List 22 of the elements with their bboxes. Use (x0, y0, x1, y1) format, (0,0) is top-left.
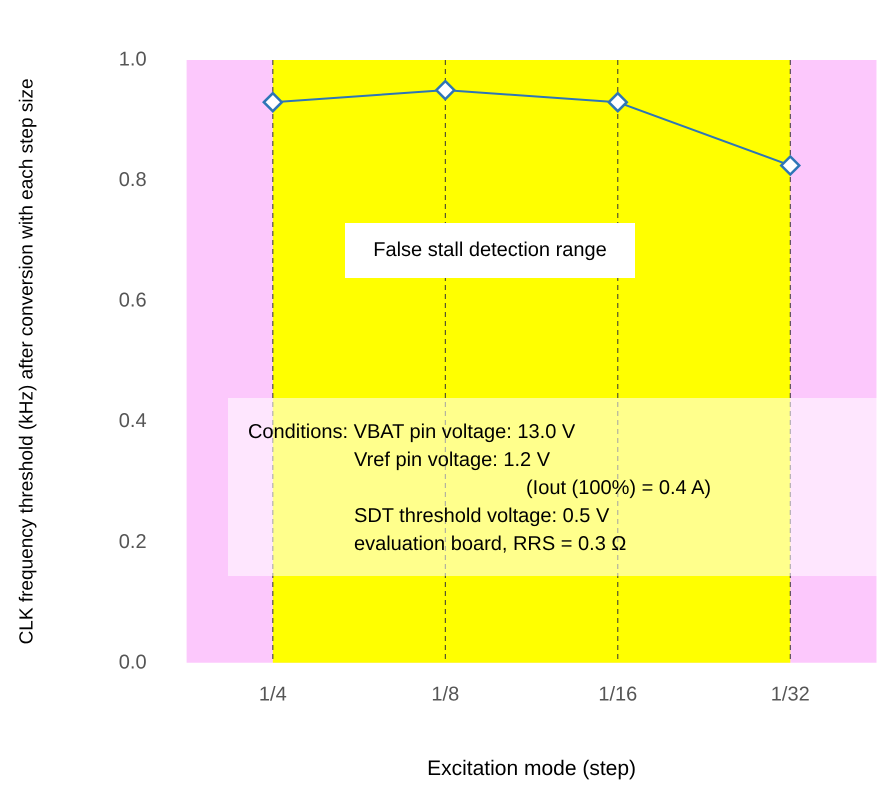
y-tick-label: 0.0 (118, 651, 147, 674)
x-tick-label: 1/8 (431, 683, 460, 706)
y-tick-label: 0.2 (118, 530, 147, 553)
annotation: Conditions: VBAT pin voltage: 13.0 V (248, 420, 576, 445)
x-tick-label: 1/4 (258, 683, 287, 706)
y-axis-title: CLK frequency threshold (kHz) after conversion with each step size (16, 78, 38, 644)
y-tick-label: 0.8 (118, 169, 147, 192)
label-box: False stall detection range (345, 222, 635, 278)
y-tick-label: 0.4 (118, 410, 147, 432)
point (435, 80, 456, 100)
x-axis-title: Excitation mode (step) (427, 757, 636, 780)
annotation: (Iout (100%) = 0.4 A) (524, 476, 712, 501)
x-tick-label: 1/32 (770, 683, 810, 706)
y-tick-label: 1.0 (118, 48, 147, 71)
x-tick-label: 1/16 (598, 683, 638, 706)
annotation: evaluation board, RRS = 0.3 Ω (352, 532, 628, 557)
annotation: SDT threshold voltage: 0.5 V (352, 504, 610, 529)
point (262, 92, 284, 112)
y-tick-label: 0.6 (118, 290, 147, 312)
point (780, 155, 801, 176)
point (608, 92, 628, 112)
annotation: Vref pin voltage: 1.2 V (352, 448, 552, 473)
